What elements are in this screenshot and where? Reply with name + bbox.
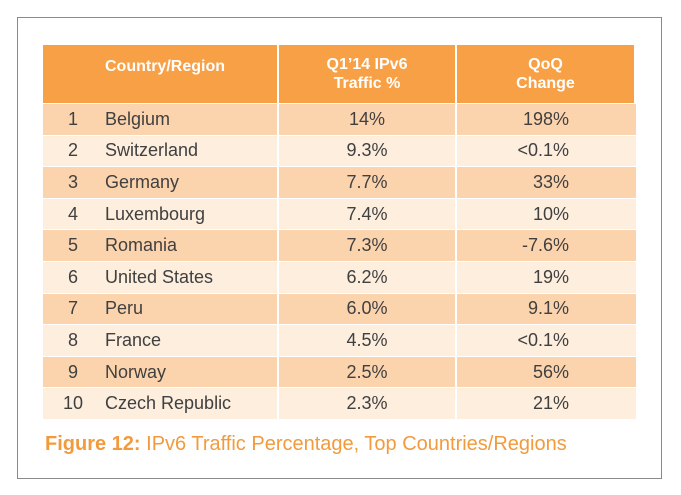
table-cell-traffic: 6.2% bbox=[279, 260, 457, 293]
table-cell-traffic: 7.4% bbox=[279, 197, 457, 230]
rank-number: 8 bbox=[67, 329, 78, 350]
table-cell-country: 6 United States bbox=[43, 260, 279, 293]
table-cell-traffic: 2.5% bbox=[279, 355, 457, 388]
table-cell-change: <0.1% bbox=[457, 134, 636, 167]
ipv6-traffic-table: Country/Region Q1’14 IPv6 Traffic % QoQ … bbox=[43, 45, 636, 419]
table-cell-country: 7 Peru bbox=[43, 292, 279, 325]
country-name: United States bbox=[105, 266, 214, 287]
rank-number: 6 bbox=[67, 266, 78, 287]
table-cell-change: 9.1% bbox=[457, 292, 636, 325]
header-label: QoQ Change bbox=[516, 56, 575, 92]
table-cell-traffic: 4.5% bbox=[279, 324, 457, 356]
caption-text: IPv6 Traffic Percentage, Top Countries/R… bbox=[140, 433, 567, 455]
table-cell-traffic: 7.7% bbox=[279, 166, 457, 198]
rank-number: 1 bbox=[67, 108, 78, 129]
table-cell-country: 5 Romania bbox=[43, 229, 279, 261]
table-cell-traffic: 7.3% bbox=[279, 229, 457, 261]
rank-number: 5 bbox=[67, 235, 78, 256]
country-name: Belgium bbox=[105, 108, 171, 129]
table-cell-change: 19% bbox=[457, 260, 636, 293]
header-traffic-percent: Q1’14 IPv6 Traffic % bbox=[279, 45, 457, 103]
table-cell-change: 21% bbox=[457, 387, 636, 419]
country-name: Peru bbox=[105, 298, 144, 319]
rank-number: 2 bbox=[67, 140, 78, 161]
table-cell-change: 56% bbox=[457, 355, 636, 388]
rank-number: 4 bbox=[67, 203, 78, 224]
country-name: Czech Republic bbox=[105, 393, 232, 414]
table-cell-country: 8 France bbox=[43, 324, 279, 356]
header-qoq-change: QoQ Change bbox=[457, 45, 636, 103]
table-cell-change: <0.1% bbox=[457, 324, 636, 356]
country-name: Norway bbox=[105, 361, 167, 382]
rank-number: 10 bbox=[62, 393, 84, 414]
country-name: Luxembourg bbox=[105, 203, 206, 224]
header-label: Q1’14 IPv6 Traffic % bbox=[326, 56, 408, 92]
table-cell-change: -7.6% bbox=[457, 229, 636, 261]
figure-caption: Figure 12: IPv6 Traffic Percentage, Top … bbox=[45, 433, 567, 456]
table-cell-country: 10 Czech Republic bbox=[43, 387, 279, 419]
table-cell-country: 9 Norway bbox=[43, 355, 279, 388]
rank-number: 7 bbox=[67, 298, 78, 319]
table-cell-traffic: 9.3% bbox=[279, 134, 457, 167]
table-cell-change: 10% bbox=[457, 197, 636, 230]
header-label: Country/Region bbox=[105, 58, 225, 75]
table-cell-change: 198% bbox=[457, 103, 636, 135]
rank-number: 9 bbox=[67, 361, 78, 382]
country-name: France bbox=[105, 329, 162, 350]
table-cell-traffic: 2.3% bbox=[279, 387, 457, 419]
table-cell-country: 2 Switzerland bbox=[43, 134, 279, 167]
table-cell-traffic: 6.0% bbox=[279, 292, 457, 325]
table-cell-traffic: 14% bbox=[279, 103, 457, 135]
country-name: Germany bbox=[105, 171, 180, 192]
table-cell-change: 33% bbox=[457, 166, 636, 198]
table-cell-country: 4 Luxembourg bbox=[43, 197, 279, 230]
rank-number: 3 bbox=[67, 171, 78, 192]
table-cell-country: 3 Germany bbox=[43, 166, 279, 198]
country-name: Switzerland bbox=[105, 140, 199, 161]
caption-label: Figure 12: bbox=[45, 433, 141, 455]
header-country-region: Country/Region bbox=[43, 45, 279, 103]
table-cell-country: 1 Belgium bbox=[43, 103, 279, 135]
country-name: Romania bbox=[105, 235, 178, 256]
